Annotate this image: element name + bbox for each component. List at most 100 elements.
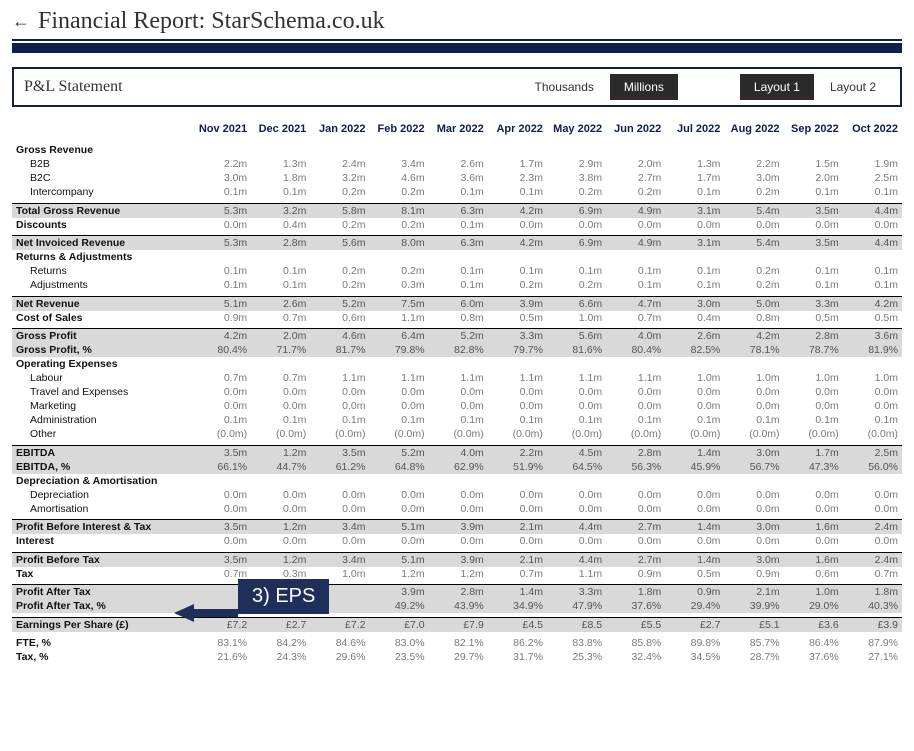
cell-value: 3.6m [843, 329, 902, 344]
cell-value [843, 357, 902, 371]
cell-value: 1.8m [606, 585, 665, 600]
cell-value: 0.0m [310, 488, 369, 502]
cell-value: 0.1m [488, 264, 547, 278]
cell-value: 0.0m [429, 534, 488, 548]
cell-value: 0.7m [488, 567, 547, 581]
cell-value: 89.8% [665, 636, 724, 650]
cell-value: 1.8m [251, 171, 310, 185]
row-label: EBITDA [12, 445, 192, 460]
cell-value: 1.0m [843, 371, 902, 385]
cell-value [310, 474, 369, 488]
cell-value: 4.4m [843, 203, 902, 218]
row-label: Operating Expenses [12, 357, 192, 371]
cell-value: 4.9m [606, 236, 665, 251]
row-label: Depreciation & Amortisation [12, 474, 192, 488]
cell-value [251, 250, 310, 264]
cell-value: 0.0m [724, 534, 783, 548]
thousands-button[interactable]: Thousands [521, 74, 608, 100]
cell-value [192, 357, 251, 371]
row-label: Returns & Adjustments [12, 250, 192, 264]
cell-value: 1.1m [488, 371, 547, 385]
row-label: Gross Profit, % [12, 343, 192, 357]
cell-value: 1.1m [429, 371, 488, 385]
row-label: Other [12, 427, 192, 441]
cell-value: 6.6m [547, 296, 606, 311]
cell-value: 3.5m [310, 445, 369, 460]
cell-value: 44.7% [251, 460, 310, 474]
cell-value: 1.1m [369, 371, 428, 385]
cell-value: 0.1m [606, 264, 665, 278]
cell-value: 78.7% [784, 343, 843, 357]
column-header: Feb 2022 [369, 119, 428, 143]
cell-value: 0.1m [429, 264, 488, 278]
sheet-tab[interactable]: P&L Statement [24, 78, 123, 96]
cell-value: (0.0m) [843, 427, 902, 441]
cell-value [547, 250, 606, 264]
cell-value: 84.6% [310, 636, 369, 650]
cell-value: 1.6m [784, 520, 843, 535]
cell-value: 3.5m [192, 445, 251, 460]
row-label: Gross Revenue [12, 143, 192, 157]
cell-value: 0.2m [724, 185, 783, 199]
cell-value [192, 250, 251, 264]
cell-value: 81.9% [843, 343, 902, 357]
cell-value: 85.7% [724, 636, 783, 650]
cell-value: 0.1m [665, 185, 724, 199]
cell-value: 5.2m [369, 445, 428, 460]
cell-value: 0.0m [429, 488, 488, 502]
cell-value: 2.0m [251, 329, 310, 344]
cell-value: 0.2m [369, 264, 428, 278]
cell-value: 0.0m [724, 218, 783, 232]
cell-value: 0.2m [488, 278, 547, 292]
cell-value: 37.6% [784, 650, 843, 664]
cell-value: 0.2m [310, 278, 369, 292]
cell-value: 0.1m [665, 413, 724, 427]
cell-value: 0.2m [369, 185, 428, 199]
cell-value: 4.2m [724, 329, 783, 344]
millions-button[interactable]: Millions [610, 74, 678, 100]
cell-value: 64.5% [547, 460, 606, 474]
cell-value: 3.5m [784, 203, 843, 218]
cell-value [724, 250, 783, 264]
cell-value: 0.0m [251, 534, 310, 548]
cell-value: 0.0m [192, 218, 251, 232]
cell-value [251, 143, 310, 157]
cell-value: 0.5m [665, 567, 724, 581]
cell-value: 5.2m [429, 329, 488, 344]
cell-value: 0.8m [429, 311, 488, 325]
row-label: Cost of Sales [12, 311, 192, 325]
cell-value [843, 250, 902, 264]
row-label: Returns [12, 264, 192, 278]
cell-value: 78.1% [724, 343, 783, 357]
cell-value: 0.1m [784, 413, 843, 427]
cell-value: 1.4m [665, 552, 724, 567]
cell-value: 3.9m [429, 520, 488, 535]
cell-value: 0.0m [310, 385, 369, 399]
row-label: Discounts [12, 218, 192, 232]
cell-value: 0.1m [429, 278, 488, 292]
cell-value: 0.8m [724, 311, 783, 325]
cell-value [784, 143, 843, 157]
cell-value: 5.0m [724, 296, 783, 311]
cell-value [606, 250, 665, 264]
cell-value: 3.1m [665, 203, 724, 218]
cell-value [724, 143, 783, 157]
cell-value: 3.0m [192, 171, 251, 185]
cell-value [429, 474, 488, 488]
cell-value: 0.0m [547, 502, 606, 516]
cell-value: 0.0m [606, 385, 665, 399]
cell-value: 5.4m [724, 203, 783, 218]
cell-value [665, 357, 724, 371]
cell-value: (0.0m) [488, 427, 547, 441]
back-arrow-icon[interactable]: ← [12, 11, 30, 32]
cell-value: 0.7m [251, 371, 310, 385]
cell-value: 66.1% [192, 460, 251, 474]
layout2-button[interactable]: Layout 2 [816, 74, 890, 100]
cell-value: 0.0m [488, 399, 547, 413]
cell-value: 7.5m [369, 296, 428, 311]
layout1-button[interactable]: Layout 1 [740, 74, 814, 100]
cell-value: 0.0m [606, 534, 665, 548]
cell-value: 0.0m [192, 385, 251, 399]
cell-value: 1.2m [251, 520, 310, 535]
cell-value: £8.5 [547, 617, 606, 632]
